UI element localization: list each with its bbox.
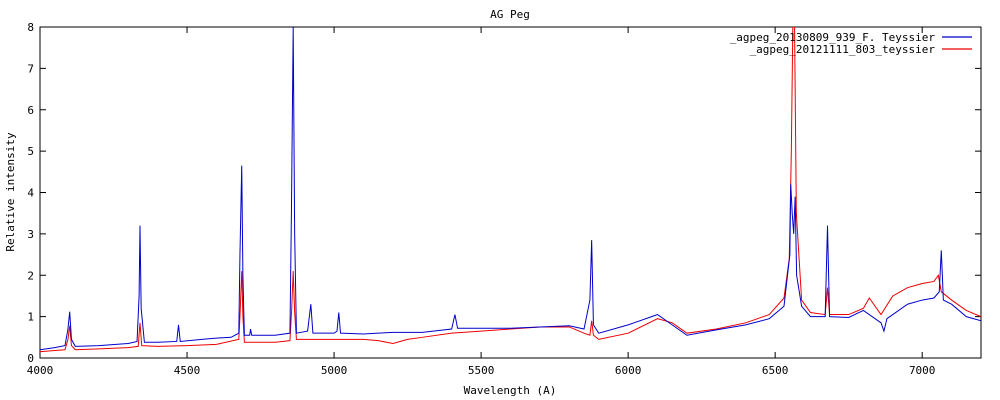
chart-title: AG Peg [490, 8, 530, 21]
x-tick-label: 6500 [762, 364, 789, 377]
y-tick-label: 6 [27, 104, 34, 117]
y-axis-label: Relative intensity [4, 132, 17, 252]
x-tick-label: 4500 [174, 364, 201, 377]
y-tick-label: 3 [27, 228, 34, 241]
x-tick-label: 5500 [468, 364, 495, 377]
x-tick-label: 5000 [321, 364, 348, 377]
x-tick-label: 7000 [909, 364, 936, 377]
plot-area [40, 27, 981, 353]
series-line-1 [40, 27, 981, 353]
x-tick-label: 6000 [615, 364, 642, 377]
x-axis-label: Wavelength (A) [464, 384, 557, 397]
axes: 4000 4500 5000 5500 6000 6500 7000 0 1 2 3 4 5 6 7 8 [27, 21, 982, 377]
legend-label: _agpeg_20130809_939_F. Teyssier [730, 31, 936, 44]
y-tick-label: 4 [27, 187, 34, 200]
y-tick-label: 8 [27, 21, 34, 34]
legend: _agpeg_20130809_939_F. Teyssier_agpeg_20… [730, 31, 972, 56]
x-tick-label: 4000 [27, 364, 54, 377]
y-tick-label: 0 [27, 352, 34, 365]
plot-frame [39, 26, 982, 359]
y-tick-label: 1 [27, 311, 34, 324]
y-tick-label: 2 [27, 269, 34, 282]
y-tick-label: 5 [27, 145, 34, 158]
y-tick-label: 7 [27, 62, 34, 75]
legend-label: _agpeg_20121111_803_teyssier [750, 43, 936, 56]
series-line-0 [40, 27, 981, 351]
